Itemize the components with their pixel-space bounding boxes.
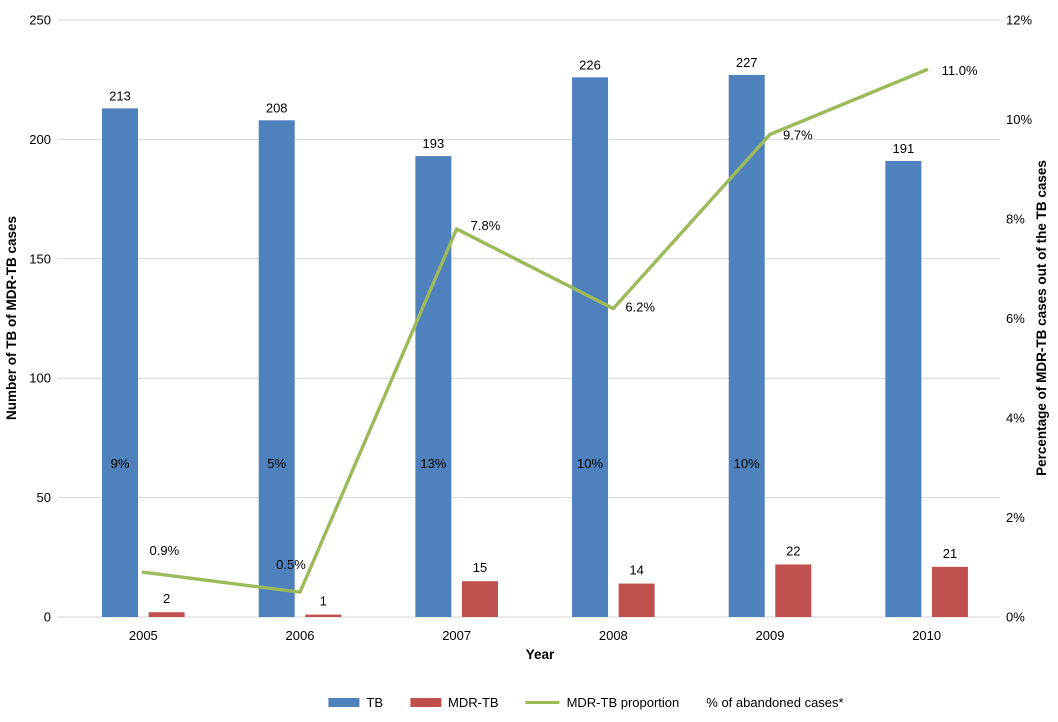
mdrtb-bar-value: 1 [320,594,327,609]
tb-bar-value: 208 [266,100,288,115]
mdrtb-bar-value: 21 [943,546,957,561]
x-axis-tick: 2006 [286,628,315,643]
right-axis-tick: 12% [1006,13,1032,28]
data-labels: 213 9% 2 208 5% 1 193 13% 15 226 10% 14 227 10% 22 191 2… [109,55,978,609]
mdrtb-bar-2009 [775,564,812,617]
mdrtb-bar-value: 22 [786,543,800,558]
x-axis-tick: 2005 [129,628,158,643]
mdrtb-bar-2010 [931,566,968,617]
tb-bar-inner-percent: 10% [577,456,603,471]
left-axis-tick: 50 [37,490,51,505]
legend-swatch [525,700,560,705]
right-axis-tick: 0% [1006,610,1025,625]
tb-bar-2005 [102,108,139,617]
mdrtb-bar-value: 2 [163,591,170,606]
legend: TB MDR-TB MDR-TB proportion % of abandoned … [328,695,844,710]
mdrtb-proportion-line [141,68,929,594]
tb-bar-inner-percent: 9% [111,456,130,471]
tb-bar-2009 [728,74,765,617]
left-axis-tick: 0 [44,610,51,625]
x-axis-tick: 2007 [442,628,471,643]
tb-bar-2008 [572,77,609,617]
axis-ticks: 250 200 150 100 50 0 12% 10% 8% 6% 4% 2% 0% 2005 2006 2… [29,13,1032,644]
line-series [141,68,929,594]
left-axis-tick: 250 [29,13,51,28]
x-axis-title: Year [526,647,555,662]
proportion-point-label: 11.0% [942,63,978,78]
proportion-point-label: 7.8% [471,218,501,233]
right-axis-tick: 2% [1006,510,1025,525]
x-axis-tick: 2009 [756,628,785,643]
mdrtb-bar-2007 [461,581,498,617]
mdrtb-bar-2005 [148,612,185,617]
legend-swatch [328,698,360,707]
tb-bar-value: 226 [579,57,601,72]
legend-label: MDR-TB [448,695,499,710]
mdrtb-bar-2008 [618,583,655,617]
tb-bar-2006 [258,120,295,618]
right-axis-tick: 10% [1006,112,1032,127]
right-axis-tick: 8% [1006,212,1025,227]
tb-bar-value: 213 [109,88,131,103]
legend-item-mdr-tb-proportion: MDR-TB proportion [525,695,680,710]
gridlines [58,19,1000,618]
tb-bar-value: 191 [893,141,915,156]
tb-bar-inner-percent: 5% [267,456,286,471]
tb-bar-inner-percent: 13% [420,456,446,471]
legend-item-of-abandoned-cases: % of abandoned cases* [706,695,843,710]
left-axis-tick: 200 [29,132,51,147]
tb-bar-value: 193 [423,136,445,151]
legend-item-mdr-tb: MDR-TB [410,695,499,710]
mdrtb-bar-value: 14 [629,563,643,578]
x-axis-tick: 2010 [912,628,941,643]
legend-label: MDR-TB proportion [566,695,680,710]
legend-label: % of abandoned cases* [706,695,844,710]
left-axis-tick: 150 [29,251,51,266]
proportion-point-label: 0.5% [276,557,306,572]
legend-swatch [410,698,442,707]
proportion-point-label: 9.7% [783,127,813,142]
right-axis-tick: 4% [1006,411,1025,426]
legend-item-tb: TB [328,695,383,710]
tb-bar-2010 [885,160,922,617]
proportion-point-label: 6.2% [625,300,655,315]
mdrtb-bar-value: 15 [473,560,487,575]
tb-bar-value: 227 [736,55,758,70]
x-axis-tick: 2008 [599,628,628,643]
left-axis-tick: 100 [29,371,51,386]
proportion-point-label: 0.9% [150,543,180,558]
bar-series [102,74,968,618]
right-axis-tick: 6% [1006,311,1025,326]
left-axis-title: Number of TB of MDR-TB cases [4,216,19,420]
legend-label: TB [366,695,384,710]
mdrtb-bar-2006 [305,614,342,617]
tb-bar-inner-percent: 10% [734,456,760,471]
right-axis-title: Percentage of MDR-TB cases out of the TB… [1034,160,1049,476]
tb-bar-2007 [415,156,452,617]
